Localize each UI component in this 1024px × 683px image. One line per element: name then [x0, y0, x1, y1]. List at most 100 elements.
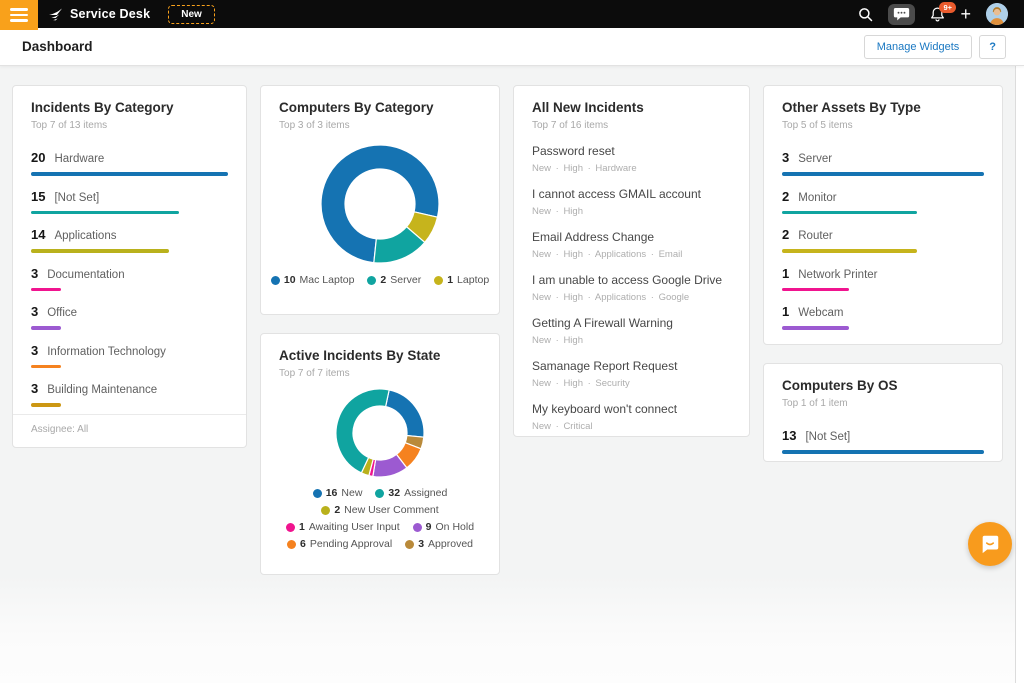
legend-dot — [321, 505, 331, 515]
column-2: Computers By Category Top 3 of 3 items 1… — [260, 85, 500, 575]
legend-dot — [270, 275, 280, 285]
legend-value: 3 — [418, 538, 425, 550]
legend-value: 10 — [283, 274, 296, 286]
category-row-monitor[interactable]: 2 Monitor — [782, 176, 984, 214]
category-count: 3 — [31, 265, 39, 281]
category-count: 3 — [31, 342, 39, 358]
legend-row: 6 Pending Approval 3 Approved — [269, 538, 491, 550]
category-row-network-printer[interactable]: 1 Network Printer — [782, 253, 984, 291]
brand: Service Desk — [48, 7, 150, 21]
incident-title: I cannot access GMAIL account — [532, 187, 701, 201]
incident-tags: New · High · Applications · Google — [532, 292, 690, 303]
category-label: [Not Set] — [54, 191, 100, 204]
category-label: Office — [47, 307, 78, 319]
widget-all-new-incidents: All New Incidents Top 7 of 16 items Pass… — [513, 85, 751, 437]
category-row-not-set[interactable]: 15 [Not Set] — [31, 176, 228, 214]
manage-widgets-button[interactable]: Manage Widgets — [863, 34, 973, 59]
category-count: 3 — [31, 304, 39, 319]
donut-slice-mac-laptop[interactable] — [320, 144, 440, 264]
legend-item-assigned[interactable]: 32 Assigned — [375, 487, 447, 499]
hamburger-menu-button[interactable] — [0, 0, 38, 30]
legend-label: Assigned — [404, 487, 448, 499]
legend-row: 10 Mac Laptop 2 Server 1 Laptop — [269, 274, 491, 286]
widget-title: Computers By Category — [279, 100, 434, 115]
incident-title: Password reset — [532, 144, 615, 158]
category-count: 13 — [782, 428, 797, 443]
category-label: Hardware — [54, 153, 105, 165]
category-row-building-maintenance[interactable]: 3 Building Maintenance — [31, 368, 228, 407]
legend-dot — [405, 539, 415, 549]
incident-title: I am unable to access Google Drive — [532, 273, 723, 287]
legend-value: 9 — [425, 521, 432, 533]
widget-subtitle: Top 5 of 5 items — [782, 120, 853, 131]
incident-row[interactable]: I am unable to access Google Drive New · … — [532, 273, 731, 303]
category-bar — [782, 210, 917, 214]
donut-slice-assigned[interactable] — [335, 388, 390, 474]
user-avatar[interactable] — [986, 3, 1008, 25]
legend-value: 2 — [334, 504, 341, 516]
category-row-information-technology[interactable]: 3 Information Technology — [31, 330, 228, 368]
incident-title: My keyboard won't connect — [532, 402, 678, 416]
legend-dot — [412, 522, 422, 532]
category-row-hardware[interactable]: 20 Hardware — [31, 137, 229, 176]
incident-row[interactable]: I cannot access GMAIL account New · High — [532, 187, 731, 217]
legend-item-on-hold[interactable]: 9 On Hold — [412, 521, 474, 533]
donut-slice-new[interactable] — [384, 389, 425, 438]
category-row-router[interactable]: 2 Router — [782, 214, 984, 253]
column-3: All New Incidents Top 7 of 16 items Pass… — [513, 85, 751, 437]
chart-legend: 10 Mac Laptop 2 Server 1 Laptop — [269, 274, 491, 286]
incident-row[interactable]: Password reset New · High · Hardware — [532, 144, 731, 174]
chat-launcher-button[interactable] — [968, 522, 1012, 566]
incident-row[interactable]: Email Address Change New · High · Applica… — [532, 230, 731, 260]
donut-slice-server[interactable] — [373, 225, 426, 264]
legend-dot — [367, 275, 377, 285]
legend-item-server[interactable]: 2 Server — [367, 274, 421, 286]
legend-row: 1 Awaiting User Input 9 On Hold — [269, 521, 491, 533]
widget-computers-by-os: Computers By OS Top 1 of 1 item 13 [Not S… — [763, 363, 1003, 462]
legend-item-approved[interactable]: 3 Approved — [405, 538, 473, 550]
dashboard-content: Incidents By Category Top 7 of 13 items … — [0, 66, 1024, 683]
category-row-applications[interactable]: 14 Applications — [31, 214, 228, 253]
widget-subtitle: Top 1 of 1 item — [782, 398, 848, 409]
incident-row[interactable]: My keyboard won't connect New · Critical — [532, 402, 731, 432]
incident-title: Email Address Change — [532, 230, 655, 244]
messages-icon[interactable] — [888, 3, 916, 25]
vertical-scrollbar[interactable] — [1015, 66, 1024, 683]
add-plus-icon[interactable]: + — [960, 4, 971, 24]
legend-item-awaiting-user-input[interactable]: 1 Awaiting User Input — [285, 521, 400, 533]
legend-item-laptop[interactable]: 1 Laptop — [434, 274, 489, 286]
hamburger-line — [10, 8, 28, 11]
category-bar — [31, 287, 61, 291]
legend-item-mac-laptop[interactable]: 10 Mac Laptop — [270, 274, 354, 286]
incident-tags: New · High · Hardware — [532, 163, 637, 174]
incident-row[interactable]: Getting A Firewall Warning New · High — [532, 316, 731, 346]
incident-row[interactable]: Samanage Report Request New · High · Secu… — [532, 359, 731, 389]
search-icon[interactable] — [858, 7, 873, 22]
active-incidents-by-state-donut — [335, 388, 425, 478]
category-row-documentation[interactable]: 3 Documentation — [31, 253, 228, 291]
incident-list: Password reset New · High · Hardware I can… — [532, 144, 731, 432]
chart-legend: 16 New 32 Assigned 2 New User Comment 1 Awaitin… — [269, 487, 491, 550]
category-row-webcam[interactable]: 1 Webcam — [782, 291, 984, 330]
help-button[interactable]: ? — [979, 34, 1006, 59]
top-navigation-bar: Service Desk New 9+ — [0, 0, 1024, 30]
category-label: Documentation — [47, 268, 125, 281]
new-button[interactable]: New — [168, 4, 215, 24]
legend-value: 2 — [380, 274, 387, 286]
category-label: Router — [798, 230, 833, 242]
legend-dot — [434, 275, 444, 285]
category-bar — [782, 326, 850, 330]
category-row-not-set[interactable]: 13 [Not Set] — [782, 415, 984, 454]
legend-item-pending-approval[interactable]: 6 Pending Approval — [287, 538, 392, 550]
category-bar — [782, 249, 917, 253]
legend-value: 1 — [447, 274, 454, 286]
category-row-office[interactable]: 3 Office — [31, 291, 228, 330]
category-count: 3 — [782, 150, 790, 165]
legend-item-new[interactable]: 16 New — [312, 487, 362, 499]
category-row-server[interactable]: 3 Server — [782, 137, 984, 176]
legend-item-new-user-comment[interactable]: 2 New User Comment — [321, 504, 439, 516]
category-count: 1 — [782, 304, 790, 319]
widget-computers-by-category: Computers By Category Top 3 of 3 items 1… — [260, 85, 500, 315]
